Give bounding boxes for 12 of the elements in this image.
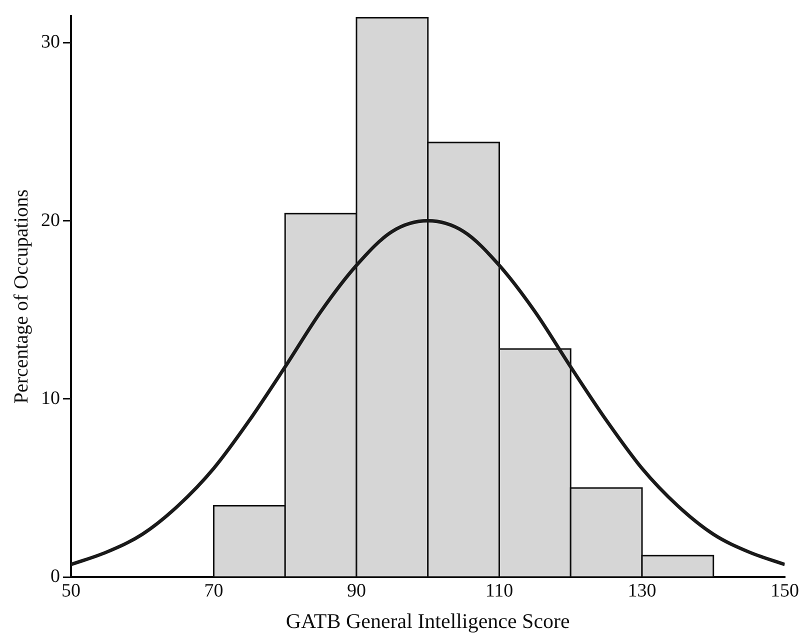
x-tick-label: 150 xyxy=(770,580,799,602)
y-tick-label: 30 xyxy=(41,32,60,53)
y-tick-label: 0 xyxy=(50,566,60,587)
x-tick-label: 110 xyxy=(485,580,514,602)
x-axis-title: GATB General Intelligence Score xyxy=(286,608,570,633)
y-tick-label: 10 xyxy=(41,388,60,409)
y-tick-label: 20 xyxy=(41,210,60,231)
x-tick-label: 130 xyxy=(628,580,656,602)
x-tick-label: 50 xyxy=(62,580,80,602)
x-tick-label: 90 xyxy=(347,580,366,602)
y-axis-title: Percentage of Occupations xyxy=(10,189,32,404)
x-tick-label: 70 xyxy=(204,580,224,602)
